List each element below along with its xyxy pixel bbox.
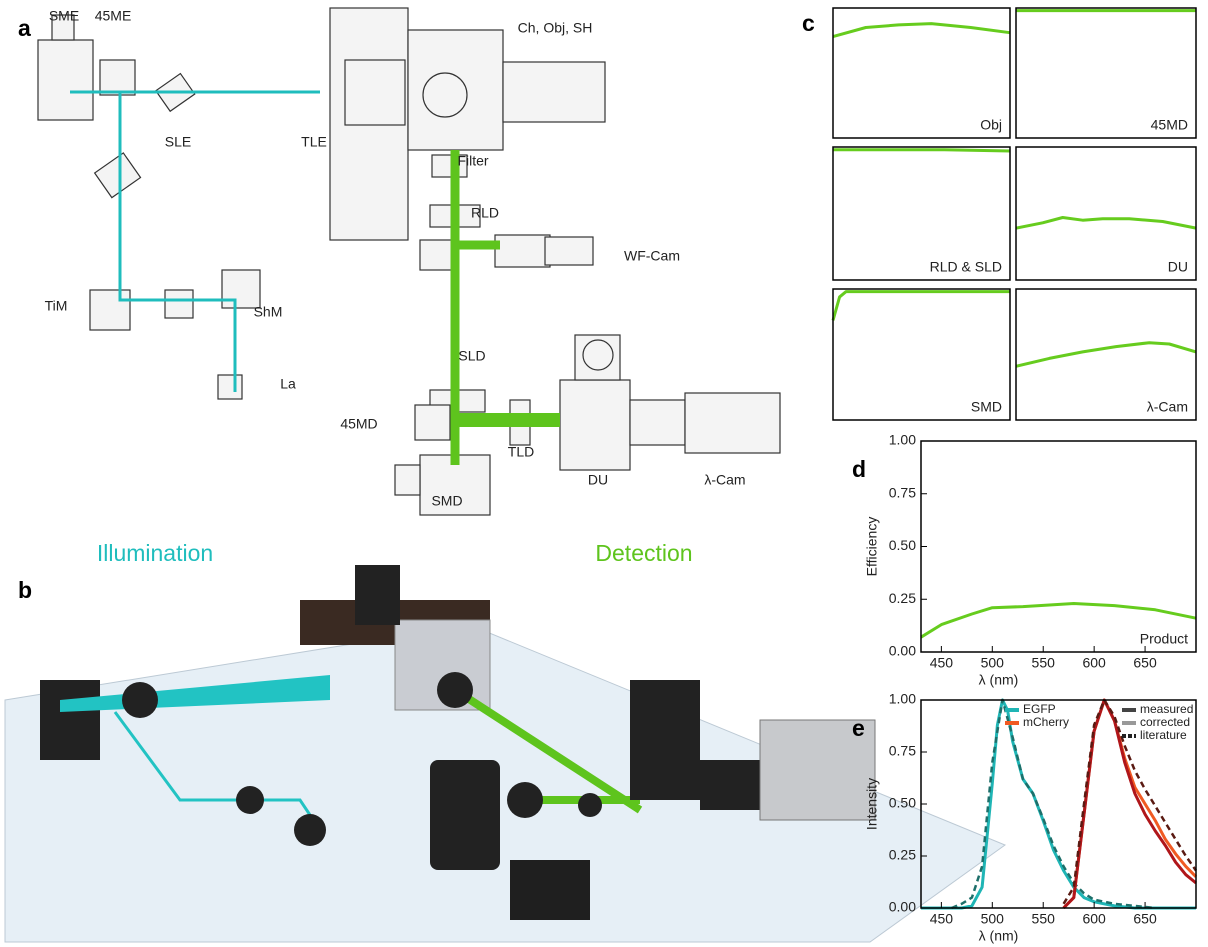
component-label: ShM <box>254 304 283 320</box>
section-title: Illumination <box>97 540 213 566</box>
x-tick-label: 650 <box>1133 911 1157 927</box>
component-label: RLD <box>471 205 499 221</box>
y-axis-label: Intensity <box>864 778 880 830</box>
y-tick-label: 0.75 <box>889 484 916 500</box>
chart-label: SMD <box>971 399 1002 415</box>
chart-label: Product <box>1140 631 1188 647</box>
panel-label: c <box>802 10 815 36</box>
y-tick-label: 0.25 <box>889 590 916 606</box>
y-tick-label: 1.00 <box>889 691 916 707</box>
data-line <box>1016 343 1196 367</box>
y-tick-label: 0.00 <box>889 643 916 659</box>
data-line <box>833 292 1010 321</box>
legend-label: measured <box>1140 702 1193 716</box>
data-line <box>833 24 1010 37</box>
panel-label: d <box>852 456 866 482</box>
chart-label: Obj <box>980 117 1002 133</box>
component-label: 45ME <box>95 8 132 24</box>
y-tick-label: 0.75 <box>889 743 916 759</box>
component-label: TiM <box>45 298 68 314</box>
data-line <box>1016 218 1196 229</box>
component-label: λ-Cam <box>704 472 745 488</box>
legend-label: mCherry <box>1023 715 1069 729</box>
x-tick-label: 450 <box>930 911 954 927</box>
render <box>5 565 1005 942</box>
section-title: Detection <box>595 540 692 566</box>
component-label: La <box>280 376 296 392</box>
data-line <box>833 150 1010 151</box>
y-tick-label: 1.00 <box>889 432 916 448</box>
chart-label: DU <box>1168 259 1188 275</box>
component-label: DU <box>588 472 608 488</box>
chart-label: λ-Cam <box>1147 399 1188 415</box>
component-label: Ch, Obj, SH <box>518 20 593 36</box>
y-tick-label: 0.50 <box>889 795 916 811</box>
component-label: TLD <box>508 444 534 460</box>
plot-frame <box>921 441 1196 652</box>
y-tick-label: 0.25 <box>889 847 916 863</box>
component-label: SMD <box>431 493 462 509</box>
panel-label: b <box>18 577 32 603</box>
panel-label: e <box>852 715 865 741</box>
x-tick-label: 500 <box>981 655 1005 671</box>
component-label: WF-Cam <box>624 248 680 264</box>
y-axis-label: Efficiency <box>864 517 880 577</box>
legend-label: corrected <box>1140 715 1190 729</box>
figure: a b c d e SME 45ME SLE TLE Ch, Obj, SH Filter RLD WF… <box>0 0 1208 947</box>
y-tick-label: 0.50 <box>889 537 916 553</box>
component-label: SLE <box>165 134 191 150</box>
component-label: 45MD <box>340 416 377 432</box>
component-label: SLD <box>458 348 485 364</box>
legend-label: EGFP <box>1023 702 1056 716</box>
x-tick-label: 600 <box>1082 911 1106 927</box>
x-tick-label: 600 <box>1082 655 1106 671</box>
x-tick-label: 650 <box>1133 655 1157 671</box>
x-tick-label: 550 <box>1032 911 1056 927</box>
component-label: SME <box>49 8 79 24</box>
y-tick-label: 0.00 <box>889 899 916 915</box>
x-tick-label: 450 <box>930 655 954 671</box>
legend-label: literature <box>1140 728 1187 742</box>
x-tick-label: 500 <box>981 911 1005 927</box>
x-axis-label: λ (nm) <box>979 672 1019 688</box>
chart-label: 45MD <box>1151 117 1188 133</box>
x-axis-label: λ (nm) <box>979 928 1019 944</box>
component-label: TLE <box>301 134 327 150</box>
chart-label: RLD & SLD <box>930 259 1002 275</box>
x-tick-label: 550 <box>1032 655 1056 671</box>
component-label: Filter <box>457 153 488 169</box>
panel-label: a <box>18 15 31 41</box>
